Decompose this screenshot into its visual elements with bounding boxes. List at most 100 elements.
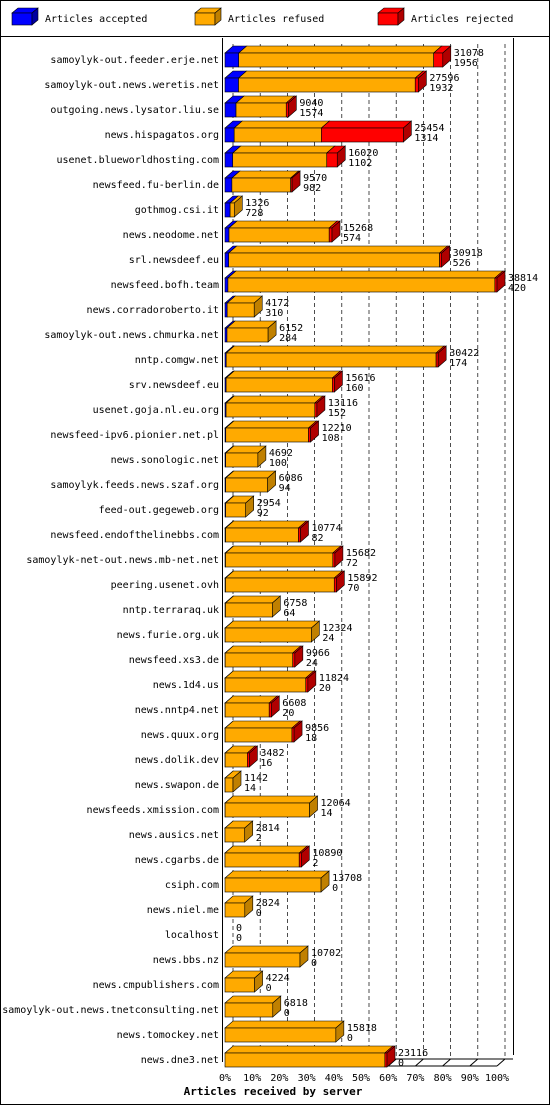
bar-segment bbox=[230, 203, 234, 217]
y-tick-label: news.neodome.net bbox=[123, 230, 219, 241]
bar-segment bbox=[333, 553, 335, 567]
bar-segment bbox=[225, 78, 239, 92]
bar-top bbox=[225, 1046, 393, 1053]
y-tick-label: samoylyk-out.news.tnetconsulting.net bbox=[2, 1005, 219, 1016]
bar-segment bbox=[299, 853, 301, 867]
bar-segment bbox=[385, 1053, 387, 1067]
accepted-label: 0 bbox=[398, 1058, 404, 1069]
y-tick-label: news.tomockey.net bbox=[117, 1030, 219, 1041]
bar-segment bbox=[225, 703, 269, 717]
bar-segment bbox=[225, 653, 293, 667]
y-tick-label: news.quux.org bbox=[141, 730, 219, 741]
bar-segment bbox=[225, 778, 233, 792]
y-tick-label: feed-out.gegeweb.org bbox=[99, 505, 219, 516]
x-tick-label: 0% bbox=[219, 1073, 231, 1084]
x-axis-title: Articles received by server bbox=[184, 1085, 363, 1098]
x-tick-label: 10% bbox=[243, 1073, 261, 1084]
x-tick-label: 80% bbox=[434, 1073, 452, 1084]
y-tick-label: news.ausics.net bbox=[129, 830, 219, 841]
y-tick-label: samoylyk-out.feeder.erje.net bbox=[50, 55, 219, 66]
bar-segment bbox=[225, 228, 229, 242]
accepted-label: 0 bbox=[311, 958, 317, 969]
y-tick-label: news.swapon.de bbox=[135, 780, 219, 791]
bar-top bbox=[225, 946, 308, 953]
bar-segment bbox=[225, 603, 272, 617]
y-tick-label: samoylyk-out.news.chmurka.net bbox=[44, 330, 219, 341]
bar-top bbox=[321, 121, 411, 128]
accepted-label: 284 bbox=[279, 333, 297, 344]
y-tick-label: news.1d4.us bbox=[153, 680, 219, 691]
bar-segment bbox=[225, 978, 255, 992]
accepted-label: 72 bbox=[346, 558, 358, 569]
accepted-label: 100 bbox=[269, 458, 287, 469]
bar-segment bbox=[226, 503, 246, 517]
bar-segment bbox=[229, 253, 440, 267]
y-tick-label: nntp.comgw.net bbox=[135, 355, 219, 366]
accepted-label: 982 bbox=[303, 183, 321, 194]
bar-segment bbox=[308, 428, 310, 442]
y-tick-label: newsfeed-ipv6.pionier.net.pl bbox=[50, 430, 219, 441]
bar-segment bbox=[226, 428, 309, 442]
bar-segment bbox=[436, 353, 438, 367]
accepted-label: 1956 bbox=[454, 58, 478, 69]
bar-top bbox=[226, 546, 341, 553]
y-tick-label: news.furie.org.uk bbox=[117, 630, 219, 641]
y-tick-label: news.cmpublishers.com bbox=[93, 980, 219, 991]
bar-top bbox=[233, 146, 335, 153]
y-tick-label: samoylyk-net-out.news.mb-net.net bbox=[26, 555, 219, 566]
bar-segment bbox=[225, 128, 234, 142]
accepted-label: 152 bbox=[328, 408, 346, 419]
bar-top bbox=[236, 96, 294, 103]
accepted-label: 420 bbox=[508, 283, 526, 294]
accepted-label: 0 bbox=[347, 1033, 353, 1044]
bar-top bbox=[227, 321, 276, 328]
bar-segment bbox=[298, 528, 300, 542]
x-tick-label: 70% bbox=[406, 1073, 424, 1084]
y-tick-label: gothmog.csi.it bbox=[135, 205, 219, 216]
bar-top bbox=[225, 621, 319, 628]
bar-top bbox=[225, 796, 317, 803]
accepted-label: 1932 bbox=[429, 83, 453, 94]
bar-top bbox=[239, 46, 442, 53]
bar-segment bbox=[225, 753, 247, 767]
bar-segment bbox=[327, 153, 338, 167]
accepted-label: 92 bbox=[257, 508, 269, 519]
bar-segment bbox=[234, 128, 321, 142]
bar-segment bbox=[225, 728, 292, 742]
bar-segment bbox=[415, 78, 418, 92]
accepted-label: 0 bbox=[266, 983, 272, 994]
y-tick-label: samoylyk.feeds.news.szaf.org bbox=[50, 480, 219, 491]
bar-segment bbox=[225, 578, 334, 592]
bar-top bbox=[228, 271, 503, 278]
legend-label: Articles refused bbox=[228, 14, 324, 25]
bar-segment bbox=[226, 553, 333, 567]
bar-top bbox=[225, 671, 314, 678]
accepted-label: 108 bbox=[322, 433, 340, 444]
bar-segment bbox=[321, 128, 403, 142]
bar-segment bbox=[292, 728, 294, 742]
accepted-label: 0 bbox=[284, 1008, 290, 1019]
bar-segment bbox=[225, 303, 227, 317]
bar-segment bbox=[239, 53, 434, 67]
bar-segment bbox=[232, 178, 291, 192]
accepted-label: 0 bbox=[236, 933, 242, 944]
accepted-label: 70 bbox=[347, 583, 359, 594]
bar-segment bbox=[306, 678, 308, 692]
accepted-label: 0 bbox=[256, 908, 262, 919]
bar-segment bbox=[225, 953, 300, 967]
bar-segment bbox=[332, 378, 334, 392]
bar-top bbox=[225, 646, 301, 653]
accepted-label: 16 bbox=[260, 758, 272, 769]
y-tick-label: news.bbs.nz bbox=[153, 955, 219, 966]
accepted-label: 20 bbox=[282, 708, 294, 719]
x-tick-label: 40% bbox=[325, 1073, 343, 1084]
legend-swatch bbox=[195, 13, 215, 25]
bar-top bbox=[226, 371, 340, 378]
accepted-label: 1102 bbox=[348, 158, 372, 169]
bar-top bbox=[226, 421, 317, 428]
accepted-label: 14 bbox=[244, 783, 256, 794]
bar-segment bbox=[236, 103, 286, 117]
y-tick-label: srl.newsdeef.eu bbox=[129, 255, 219, 266]
accepted-label: 728 bbox=[245, 208, 263, 219]
x-tick-label: 50% bbox=[352, 1073, 370, 1084]
